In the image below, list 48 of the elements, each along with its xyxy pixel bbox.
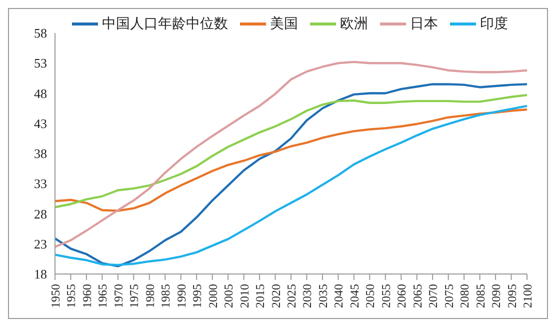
legend-label: 印度	[479, 15, 508, 33]
x-tick-label: 2035	[316, 284, 330, 308]
x-tick-label: 1965	[96, 284, 110, 308]
x-tick-label: 2055	[378, 284, 393, 308]
x-tick-label: 1980	[142, 284, 157, 308]
x-tick-label: 1970	[111, 284, 126, 308]
x-tick-label: 1955	[64, 284, 78, 308]
x-tick-label: 2060	[394, 284, 409, 308]
y-tick-label: 18	[34, 266, 47, 282]
x-tick-label: 2075	[442, 284, 456, 308]
x-tick-label: 1975	[127, 284, 142, 308]
line-series	[54, 60, 528, 248]
line-series	[54, 108, 528, 212]
x-tick-label: 2085	[473, 284, 488, 308]
x-tick-label: 2030	[300, 284, 314, 308]
x-tick-label: 2070	[426, 284, 440, 308]
y-tick-label: 38	[34, 146, 47, 162]
x-tick-label: 1985	[158, 284, 173, 308]
x-tick-label: 2095	[504, 284, 519, 308]
x-tick-label: 2025	[284, 284, 299, 308]
y-tick-label: 28	[34, 206, 47, 222]
x-tick-label: 2065	[410, 284, 424, 308]
y-tick-label: 53	[34, 56, 47, 71]
x-tick-label: 2040	[332, 284, 346, 308]
x-tick-label: 1960	[80, 284, 94, 308]
legend-label: 欧洲	[339, 15, 368, 33]
y-tick-label: 58	[34, 26, 47, 41]
legend-label: 美国	[269, 15, 298, 33]
x-tick-label: 2100	[520, 284, 535, 308]
x-tick-label: 2080	[458, 284, 472, 308]
legend-label: 中国人口年龄中位数	[101, 15, 228, 33]
x-tick-label: 2020	[268, 284, 283, 308]
y-tick-label: 43	[34, 116, 47, 131]
y-tick-label: 23	[34, 236, 47, 252]
x-tick-label: 1995	[190, 284, 204, 308]
legend-label: 日本	[409, 15, 438, 33]
x-tick-label: 2050	[363, 284, 378, 308]
x-tick-label: 2045	[347, 284, 362, 308]
x-tick-label: 1990	[174, 284, 188, 308]
x-tick-label: 2005	[222, 284, 236, 308]
y-tick-label: 33	[34, 176, 47, 192]
x-tick-label: 2010	[237, 284, 252, 308]
x-tick-label: 2090	[489, 284, 504, 308]
y-tick-label: 48	[34, 86, 47, 101]
line-series	[54, 94, 528, 208]
x-tick-label: 1950	[48, 284, 63, 308]
x-tick-label: 2000	[206, 284, 220, 308]
x-tick-label: 2015	[253, 284, 268, 308]
